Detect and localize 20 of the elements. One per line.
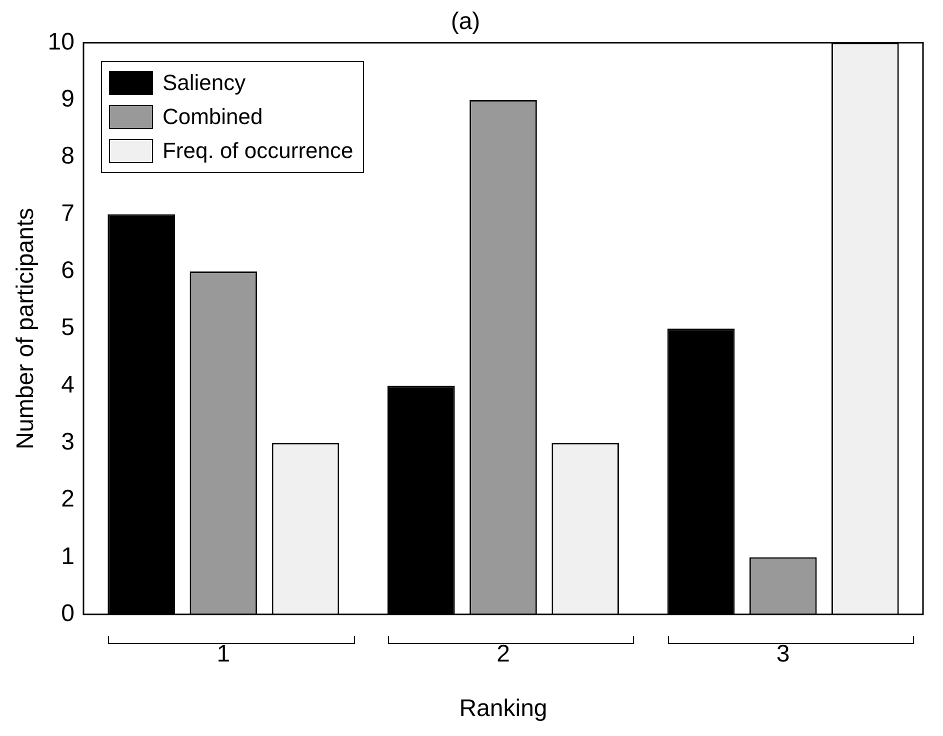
legend-label: Freq. of occurrence	[162, 138, 354, 164]
y-tick-label: 4	[61, 371, 74, 398]
chart-title: (a)	[450, 8, 480, 36]
y-tick-label: 9	[61, 86, 74, 113]
y-tick-label: 2	[61, 486, 74, 513]
x-tick-label: 2	[496, 640, 510, 668]
legend-label: Saliency	[162, 70, 246, 96]
y-tick-label: 3	[61, 428, 74, 456]
y-tick-label: 8	[61, 142, 74, 170]
y-tick-label: 6	[61, 257, 74, 284]
y-tick-label: 1	[61, 542, 74, 570]
legend-label: Combined	[162, 104, 263, 130]
y-axis-title: Number of participants	[12, 208, 40, 450]
y-tick-label: 7	[61, 200, 74, 227]
x-tick-label: 1	[216, 640, 230, 668]
x-tick-label: 3	[776, 640, 790, 668]
x-axis-title: Ranking	[459, 695, 548, 722]
y-tick-label: 5	[61, 314, 74, 342]
y-tick-label: 10	[48, 28, 74, 56]
y-tick-label: 0	[61, 600, 74, 628]
